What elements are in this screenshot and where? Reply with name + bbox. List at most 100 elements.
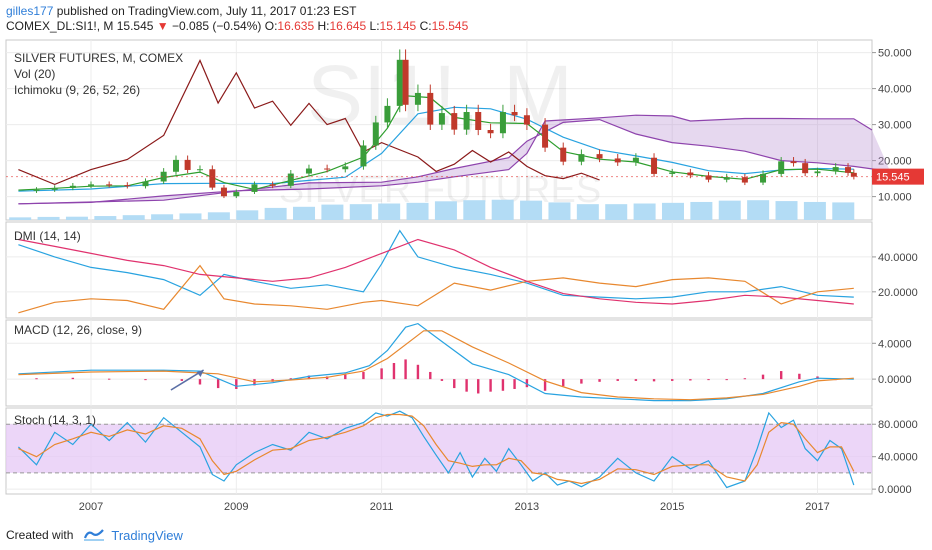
volume-bar [463, 200, 486, 220]
candle-body [196, 169, 203, 171]
macd-histogram-bar [344, 374, 347, 380]
candle-body [33, 189, 40, 191]
volume-bar [605, 204, 628, 220]
candle-body [360, 145, 367, 167]
macd-panel-title: MACD (12, 26, close, 9) [14, 323, 142, 337]
volume-bar [207, 212, 230, 220]
macd-histogram-bar [453, 379, 456, 389]
symbol-line: COMEX_DL:SI1!, M 15.545 ▼ −0.085 (−0.54%… [6, 19, 468, 33]
macd-histogram-bar [144, 379, 147, 381]
volume-bar [264, 207, 287, 220]
x-tick-label: 2011 [370, 501, 394, 513]
candle-body [578, 154, 585, 162]
candle-body [845, 167, 852, 173]
tradingview-brand-link[interactable]: TradingView [111, 527, 183, 543]
watermark-symbol: SI1!, M [307, 48, 573, 142]
volume-bar [378, 203, 401, 220]
volume-bar [9, 217, 32, 220]
x-tick-label: 2015 [660, 501, 684, 513]
lagging-span-line [18, 59, 600, 186]
macd-histogram-bar [392, 363, 396, 380]
macd-histogram-bar [652, 379, 656, 382]
macd-histogram-bar [689, 379, 692, 381]
symbol-label: COMEX_DL:SI1!, M [6, 19, 114, 33]
ichimoku-indicator-label: Ichimoku (9, 26, 52, 26) [14, 83, 140, 97]
low-label: L: [369, 19, 380, 33]
high-value: 16.645 [329, 19, 367, 33]
volume-bar [349, 204, 372, 220]
stoch-line [17, 410, 855, 489]
y-tick-label: 80.0000 [878, 419, 918, 431]
candle-body [802, 163, 809, 174]
candle-body [160, 171, 167, 182]
candle-body [760, 173, 767, 183]
x-tick-label: 2009 [224, 501, 248, 513]
username-link[interactable]: gilles177 [6, 4, 54, 18]
candle-body [427, 92, 434, 125]
macd-histogram-bar [707, 379, 710, 381]
last-price-box [872, 168, 924, 185]
macd-histogram-bar [525, 379, 529, 388]
candle-body [106, 184, 113, 186]
close-label: C: [419, 19, 432, 33]
macd-histogram-bar [616, 379, 619, 381]
volume-bar [37, 216, 60, 220]
volume-bar [491, 199, 514, 220]
x-tick-label: 2013 [515, 501, 539, 513]
y-tick-label: 30.000 [878, 120, 912, 132]
candle-body [173, 159, 180, 172]
y-tick-label: 50.000 [878, 48, 912, 60]
dmi-line [18, 229, 854, 300]
chart-svg[interactable]: 10.000 20.000 30.000 40.000 50.000 20.0000 40.… [0, 38, 932, 522]
candle-body [523, 115, 530, 125]
candle-body [741, 177, 748, 183]
y-tick-label: 20.000 [878, 156, 912, 168]
last-price-label: 15.545 [876, 172, 910, 184]
y-tick-label: 0.0000 [878, 484, 912, 496]
y-tick-label: 40.000 [878, 84, 912, 96]
candle-body [287, 173, 294, 186]
y-tick-label: 40.0000 [878, 252, 918, 264]
macd-histogram-bar [743, 378, 747, 380]
macd-histogram-bar [513, 379, 516, 389]
volume-bar [236, 210, 259, 220]
candle-body [596, 154, 603, 159]
volume-indicator-label: Vol (20) [14, 67, 55, 81]
created-with-label: Created with [6, 528, 74, 542]
open-label: O: [264, 19, 278, 33]
stoch-panel-title: Stoch (14, 3, 1) [14, 413, 96, 427]
volume-bar [803, 201, 826, 220]
macd-histogram-bar [362, 371, 365, 380]
candle-body [269, 184, 276, 186]
candle-body [487, 130, 494, 134]
price-change: −0.085 (−0.54%) [172, 19, 262, 33]
candle-body [632, 157, 639, 163]
candle-body [209, 169, 216, 188]
volume-bar [406, 202, 429, 220]
macd-histogram-bar [598, 379, 601, 382]
macd-histogram-bar [440, 379, 444, 381]
macd-histogram-bar [216, 379, 220, 389]
candle-body [687, 172, 694, 176]
candle-body [233, 191, 240, 197]
dmi-panel-frame [5, 221, 873, 319]
volume-bar [690, 201, 713, 220]
macd-histogram-bar [198, 379, 202, 385]
candle-body [651, 157, 658, 174]
macd-histogram-bar [107, 378, 111, 380]
candle-body [723, 177, 730, 180]
high-label: H: [317, 19, 330, 33]
candle-body [342, 166, 349, 170]
chart-area[interactable]: 10.000 20.000 30.000 40.000 50.000 20.0000 40.… [0, 38, 932, 522]
footer: Created with TradingView [6, 524, 183, 546]
candle-body [220, 187, 227, 197]
candle-body [560, 147, 567, 162]
stoch-line [18, 413, 855, 485]
candle-body [499, 112, 506, 134]
macd-histogram-bar [307, 375, 311, 380]
volume-bar [718, 200, 741, 220]
volume-bar [661, 202, 684, 220]
macd-histogram-bar [289, 378, 292, 380]
down-arrow-icon: ▼ [156, 19, 169, 33]
candle-body [384, 105, 391, 123]
